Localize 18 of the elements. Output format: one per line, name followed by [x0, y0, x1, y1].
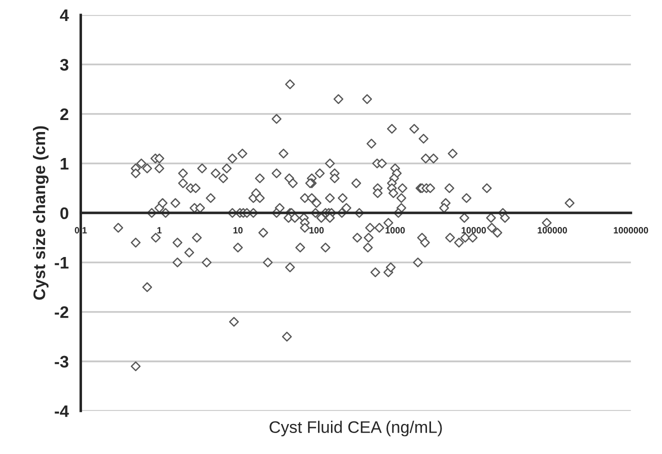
y-tick-label: -2: [54, 306, 68, 318]
x-tick-label: 1000000: [614, 227, 648, 234]
y-tick-label: 2: [60, 108, 68, 120]
y-tick-label: -1: [54, 256, 68, 268]
y-tick-label: -4: [54, 405, 69, 417]
x-tick-label: 100: [310, 227, 324, 234]
x-tick-label: 10: [233, 227, 243, 234]
x-tick-label: 10000: [462, 227, 486, 234]
y-tick-label: 4: [60, 10, 69, 22]
y-tick-label: 0: [60, 207, 68, 220]
x-axis-title: Cyst Fluid CEA (ng/mL): [270, 420, 442, 436]
x-tick-label: 1: [157, 227, 162, 234]
y-tick-label: -3: [54, 356, 68, 368]
x-tick-label: 1000: [386, 227, 405, 234]
y-axis-title: Cyst size change (cm): [32, 126, 49, 300]
y-tick-label: 1: [60, 158, 68, 170]
y-tick-label: 3: [60, 58, 68, 71]
x-tick-label: 100000: [538, 227, 567, 234]
